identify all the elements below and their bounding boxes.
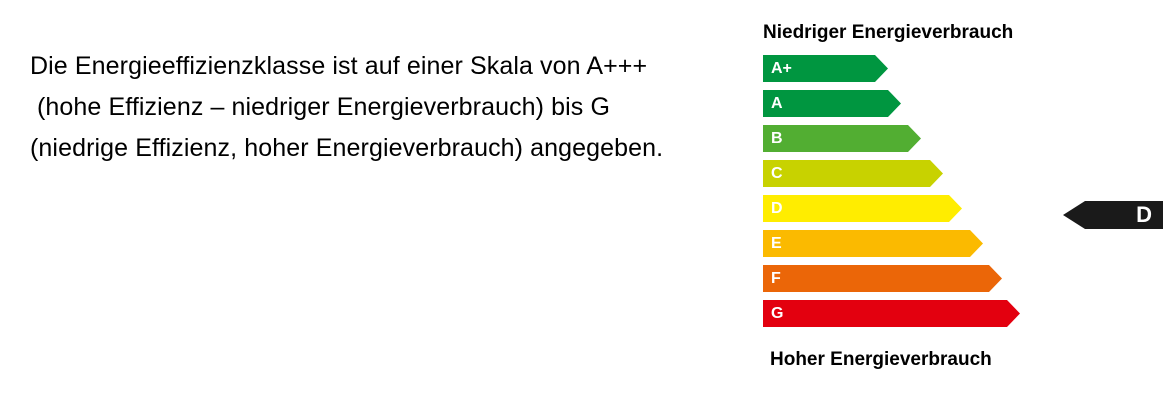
energy-class-bar — [763, 55, 888, 82]
energy-class-bar — [763, 160, 943, 187]
energy-class-row: G — [758, 300, 1173, 327]
energy-class-bar — [763, 195, 962, 222]
description-line-2: (hohe Effizienz – niedriger Energieverbr… — [37, 93, 610, 121]
pointer-arrow-icon — [1063, 201, 1163, 229]
current-energy-class-letter: D — [1136, 202, 1152, 227]
energy-class-row: C — [758, 160, 1173, 187]
energy-class-bar — [763, 265, 1002, 292]
efficiency-description: Die Energieeffizienzklasse ist auf einer… — [30, 46, 730, 169]
energy-class-bar — [763, 90, 901, 117]
energy-class-row: B — [758, 125, 1173, 152]
energy-class-bar — [763, 125, 921, 152]
energy-class-row: E — [758, 230, 1173, 257]
energy-class-row: A — [758, 90, 1173, 117]
energy-class-row: A+ — [758, 55, 1173, 82]
high-consumption-caption: Hoher Energieverbrauch — [770, 349, 992, 370]
energy-class-bar — [763, 230, 983, 257]
description-line-1: Die Energieeffizienzklasse ist auf einer… — [30, 52, 648, 80]
energy-efficiency-label: Niedriger Energieverbrauch A+ A B C D E F G D H… — [758, 22, 1173, 382]
energy-class-row: F — [758, 265, 1173, 292]
low-consumption-caption: Niedriger Energieverbrauch — [763, 22, 1014, 43]
description-line-3: (niedrige Effizienz, hoher Energieverbra… — [30, 134, 664, 162]
current-energy-class-pointer: D — [1063, 198, 1163, 232]
energy-class-bar — [763, 300, 1020, 327]
